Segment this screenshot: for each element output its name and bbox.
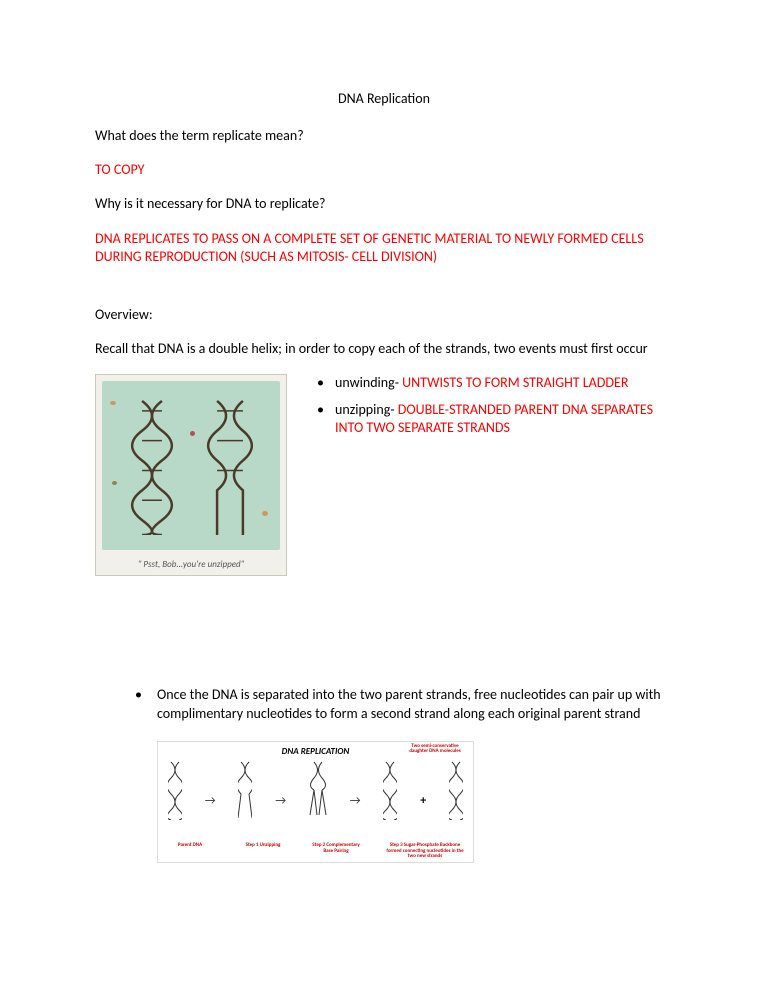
arrow-icon: →	[275, 794, 286, 808]
page-title: DNA Replication	[95, 90, 673, 107]
dna-cartoon-image: " Psst, Bob...you're unzipped"	[95, 374, 287, 576]
arrow-icon: →	[350, 794, 361, 808]
image-and-bullets-row: " Psst, Bob...you're unzipped" • unwindi…	[95, 374, 673, 576]
question-1: What does the term replicate mean?	[95, 127, 673, 145]
bullet-2-prefix: unzipping-	[335, 401, 398, 418]
bullet-1-answer: UNTWISTS TO FORM STRAIGHT LADDER	[402, 374, 628, 391]
bullet-list: • unwinding- UNTWISTS TO FORM STRAIGHT L…	[317, 374, 673, 445]
image-caption: " Psst, Bob...you're unzipped"	[96, 556, 286, 575]
bullet-icon: •	[135, 686, 157, 722]
lower-bullet-item: • Once the DNA is separated into the two…	[135, 686, 673, 722]
diagram-label-4: Step 3 Sugar-Phosphate Backbone formed c…	[385, 843, 465, 860]
bullet-icon: •	[317, 401, 335, 437]
overview-text: Recall that DNA is a double helix; in or…	[95, 340, 673, 358]
bullet-item-1: • unwinding- UNTWISTS TO FORM STRAIGHT L…	[317, 374, 673, 392]
arrow-icon: →	[205, 794, 216, 808]
answer-2: DNA REPLICATES TO PASS ON A COMPLETE SET…	[95, 230, 673, 266]
answer-1: TO COPY	[95, 161, 673, 179]
diagram-bottom-labels: Parent DNA Step 1 Unzipping Step 2 Compl…	[166, 843, 465, 860]
diagram-top-label: Two semi-conservative daughter DNA molec…	[405, 744, 465, 755]
plus-icon: +	[420, 794, 426, 808]
diagram-label-1: Parent DNA	[166, 843, 214, 860]
bullet-1-prefix: unwinding-	[335, 374, 402, 391]
lower-bullet-text: Once the DNA is separated into the two p…	[157, 686, 673, 722]
diagram-label-3: Step 2 Complementary Base Pairing	[312, 843, 360, 860]
document-page: DNA Replication What does the term repli…	[0, 0, 768, 903]
overview-label: Overview:	[95, 306, 673, 324]
question-2: Why is it necessary for DNA to replicate…	[95, 195, 673, 213]
diagram-title: DNA REPLICATION	[282, 746, 350, 757]
bullet-icon: •	[317, 374, 335, 392]
dna-replication-diagram: DNA REPLICATION Two semi-conservative da…	[157, 741, 474, 863]
diagram-label-2: Step 1 Unzipping	[239, 843, 287, 860]
bullet-item-2: • unzipping- DOUBLE-STRANDED PARENT DNA …	[317, 401, 673, 437]
